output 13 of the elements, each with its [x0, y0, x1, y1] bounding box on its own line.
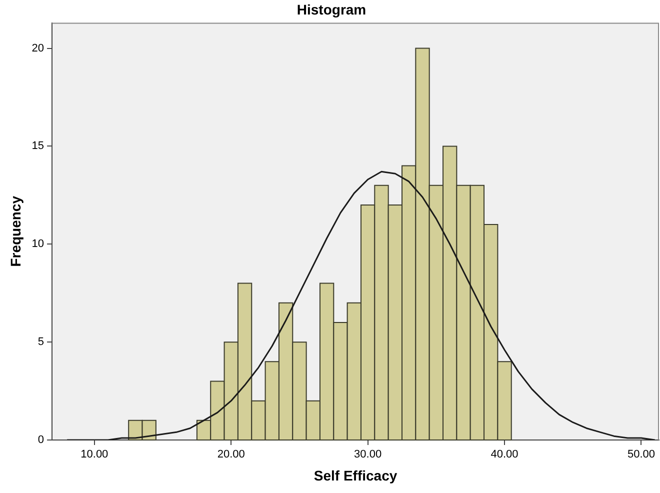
y-axis-title: Frequency — [7, 196, 24, 267]
chart-title: Histogram — [296, 1, 366, 18]
y-tick-label: 5 — [38, 336, 44, 348]
x-axis-title: Self Efficacy — [314, 467, 398, 484]
y-tick-label: 10 — [32, 238, 44, 250]
x-tick-label: 50.00 — [627, 448, 655, 461]
x-tick-label: 10.00 — [80, 448, 108, 461]
y-tick-label: 20 — [32, 42, 44, 54]
y-tick-label: 15 — [32, 140, 44, 152]
x-tick-label: 30.00 — [354, 448, 382, 461]
y-tick-label: 0 — [38, 434, 44, 446]
x-tick-label: 20.00 — [217, 448, 245, 461]
x-tick-label: 40.00 — [490, 448, 518, 461]
